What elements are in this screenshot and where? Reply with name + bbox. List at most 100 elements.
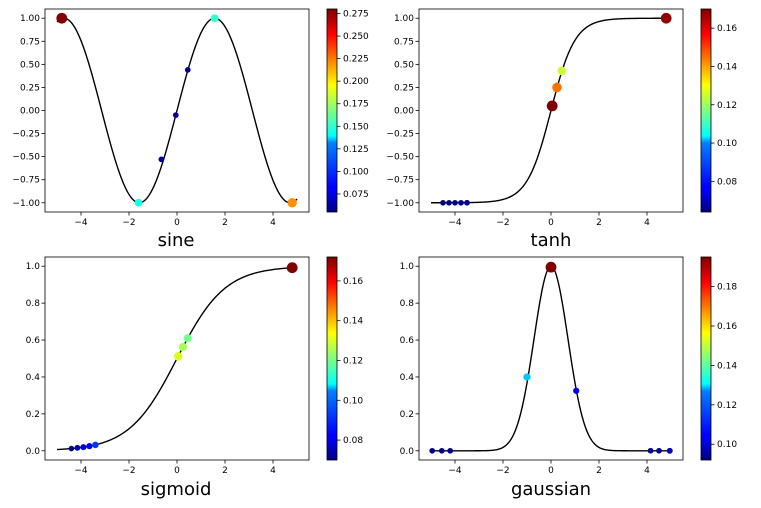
x-axis-label: gaussian bbox=[511, 479, 591, 500]
colorbar-tick-label: 0.14 bbox=[717, 62, 737, 72]
x-tick-label: 4 bbox=[644, 218, 650, 228]
y-tick-label: −0.25 bbox=[12, 130, 40, 140]
colorbar-tick-label: 0.10 bbox=[343, 396, 363, 406]
y-tick-label: 0.00 bbox=[394, 107, 414, 117]
x-tick-label: −2 bbox=[122, 466, 135, 476]
x-tick-label: −4 bbox=[74, 466, 88, 476]
y-tick-label: −1.00 bbox=[386, 199, 414, 209]
x-axis-label: sigmoid bbox=[141, 479, 212, 500]
panel-tanh: −4 −2 0 2 4 −1.00 −0.75 −0.50 −0.25 0.00 0.25 0.50 0… bbox=[386, 8, 737, 251]
y-tick-label: 0.00 bbox=[20, 107, 40, 117]
y-tick-label: 0.50 bbox=[20, 60, 40, 70]
data-point bbox=[86, 443, 93, 450]
x-tick-label: 0 bbox=[548, 466, 554, 476]
axes-frame bbox=[418, 256, 684, 461]
colorbar-tick-label: 0.175 bbox=[343, 100, 369, 110]
x-axis-label: tanh bbox=[531, 230, 572, 251]
y-tick-label: 0.75 bbox=[20, 37, 40, 47]
colorbar-tick-label: 0.100 bbox=[343, 167, 369, 177]
y-tick-label: −1.00 bbox=[12, 199, 40, 209]
x-tick-label: −2 bbox=[122, 218, 135, 228]
data-point bbox=[173, 351, 183, 361]
data-point bbox=[545, 261, 557, 273]
y-tick-label: 1.00 bbox=[394, 14, 414, 24]
data-point bbox=[438, 447, 445, 454]
colorbar-tick-label: 0.08 bbox=[343, 436, 363, 446]
colorbar-tick-label: 0.14 bbox=[717, 361, 737, 371]
panel-sigmoid: −4 −2 0 2 4 0.0 0.2 0.4 0.6 0.8 1.0 sigmoid 0.08 0.10… bbox=[26, 256, 363, 500]
x-tick-label: −4 bbox=[448, 218, 462, 228]
data-point bbox=[183, 334, 192, 343]
x-tick-label: 2 bbox=[222, 466, 228, 476]
y-tick-label: 0.8 bbox=[400, 299, 415, 309]
x-tick-label: 2 bbox=[222, 218, 228, 228]
y-tick-label: −0.75 bbox=[386, 176, 414, 186]
x-tick-label: 2 bbox=[596, 466, 602, 476]
colorbar bbox=[701, 257, 711, 460]
data-point bbox=[464, 199, 470, 206]
data-point bbox=[446, 199, 452, 206]
colorbar-tick-label: 0.150 bbox=[343, 122, 369, 132]
x-tick-label: 2 bbox=[596, 218, 602, 228]
y-tick-label: 0.50 bbox=[394, 60, 414, 70]
data-point bbox=[286, 262, 298, 274]
colorbar-tick-label: 0.10 bbox=[717, 139, 737, 149]
y-tick-label: 1.0 bbox=[400, 262, 415, 272]
data-point bbox=[80, 444, 87, 451]
data-point bbox=[210, 14, 219, 23]
x-tick-label: −2 bbox=[496, 466, 509, 476]
data-point bbox=[557, 66, 567, 76]
colorbar-frame bbox=[326, 8, 338, 213]
colorbar bbox=[701, 9, 711, 212]
data-point bbox=[552, 82, 562, 93]
colorbar-frame bbox=[326, 256, 338, 461]
data-point bbox=[184, 67, 191, 73]
data-point bbox=[647, 447, 654, 454]
x-tick-label: 0 bbox=[174, 218, 180, 228]
y-tick-label: 0.25 bbox=[394, 83, 414, 93]
colorbar-tick-label: 0.250 bbox=[343, 32, 369, 42]
y-tick-label: −0.75 bbox=[12, 176, 40, 186]
colorbar-tick-label: 0.18 bbox=[717, 283, 737, 293]
y-tick-label: 0.75 bbox=[394, 37, 414, 47]
data-point bbox=[74, 444, 81, 451]
colorbar bbox=[327, 9, 337, 212]
series-line bbox=[56, 17, 298, 204]
y-tick-label: −0.50 bbox=[12, 153, 40, 163]
colorbar-tick-label: 0.08 bbox=[717, 177, 737, 187]
x-tick-label: 4 bbox=[644, 466, 650, 476]
data-point bbox=[447, 447, 454, 454]
data-point bbox=[656, 447, 662, 454]
colorbar-tick-label: 0.16 bbox=[343, 277, 363, 287]
colorbar bbox=[327, 257, 337, 460]
x-tick-label: −4 bbox=[448, 466, 462, 476]
colorbar-tick-label: 0.14 bbox=[343, 317, 363, 327]
x-tick-label: 4 bbox=[270, 218, 276, 228]
y-tick-label: −0.25 bbox=[386, 130, 414, 140]
data-point bbox=[452, 199, 458, 206]
data-point bbox=[172, 112, 179, 118]
data-point bbox=[158, 156, 165, 163]
colorbar-tick-label: 0.200 bbox=[343, 77, 369, 87]
panel-sine: −4 −2 0 2 4 −1.00 −0.75 −0.50 −0.25 0.00 0.25 0.50 0… bbox=[12, 8, 369, 251]
colorbar-tick-label: 0.10 bbox=[717, 440, 737, 450]
data-point bbox=[546, 100, 558, 112]
colorbar-tick-label: 0.275 bbox=[343, 10, 369, 20]
y-tick-label: 1.00 bbox=[20, 14, 40, 24]
x-tick-label: 0 bbox=[548, 218, 554, 228]
colorbar-tick-label: 0.12 bbox=[717, 101, 737, 111]
data-point bbox=[92, 441, 99, 449]
data-point bbox=[287, 198, 297, 208]
y-tick-label: 0.4 bbox=[26, 373, 41, 383]
colorbar-tick-label: 0.12 bbox=[343, 356, 363, 366]
data-point bbox=[666, 447, 673, 454]
y-tick-label: 0.8 bbox=[26, 299, 41, 309]
y-tick-label: −0.50 bbox=[386, 153, 414, 163]
y-tick-label: 0.25 bbox=[20, 83, 40, 93]
data-point bbox=[660, 12, 672, 24]
colorbar-tick-label: 0.075 bbox=[343, 190, 369, 200]
colorbar-frame bbox=[700, 256, 712, 461]
y-tick-label: 0.6 bbox=[400, 336, 415, 346]
colorbar-tick-label: 0.16 bbox=[717, 322, 737, 332]
